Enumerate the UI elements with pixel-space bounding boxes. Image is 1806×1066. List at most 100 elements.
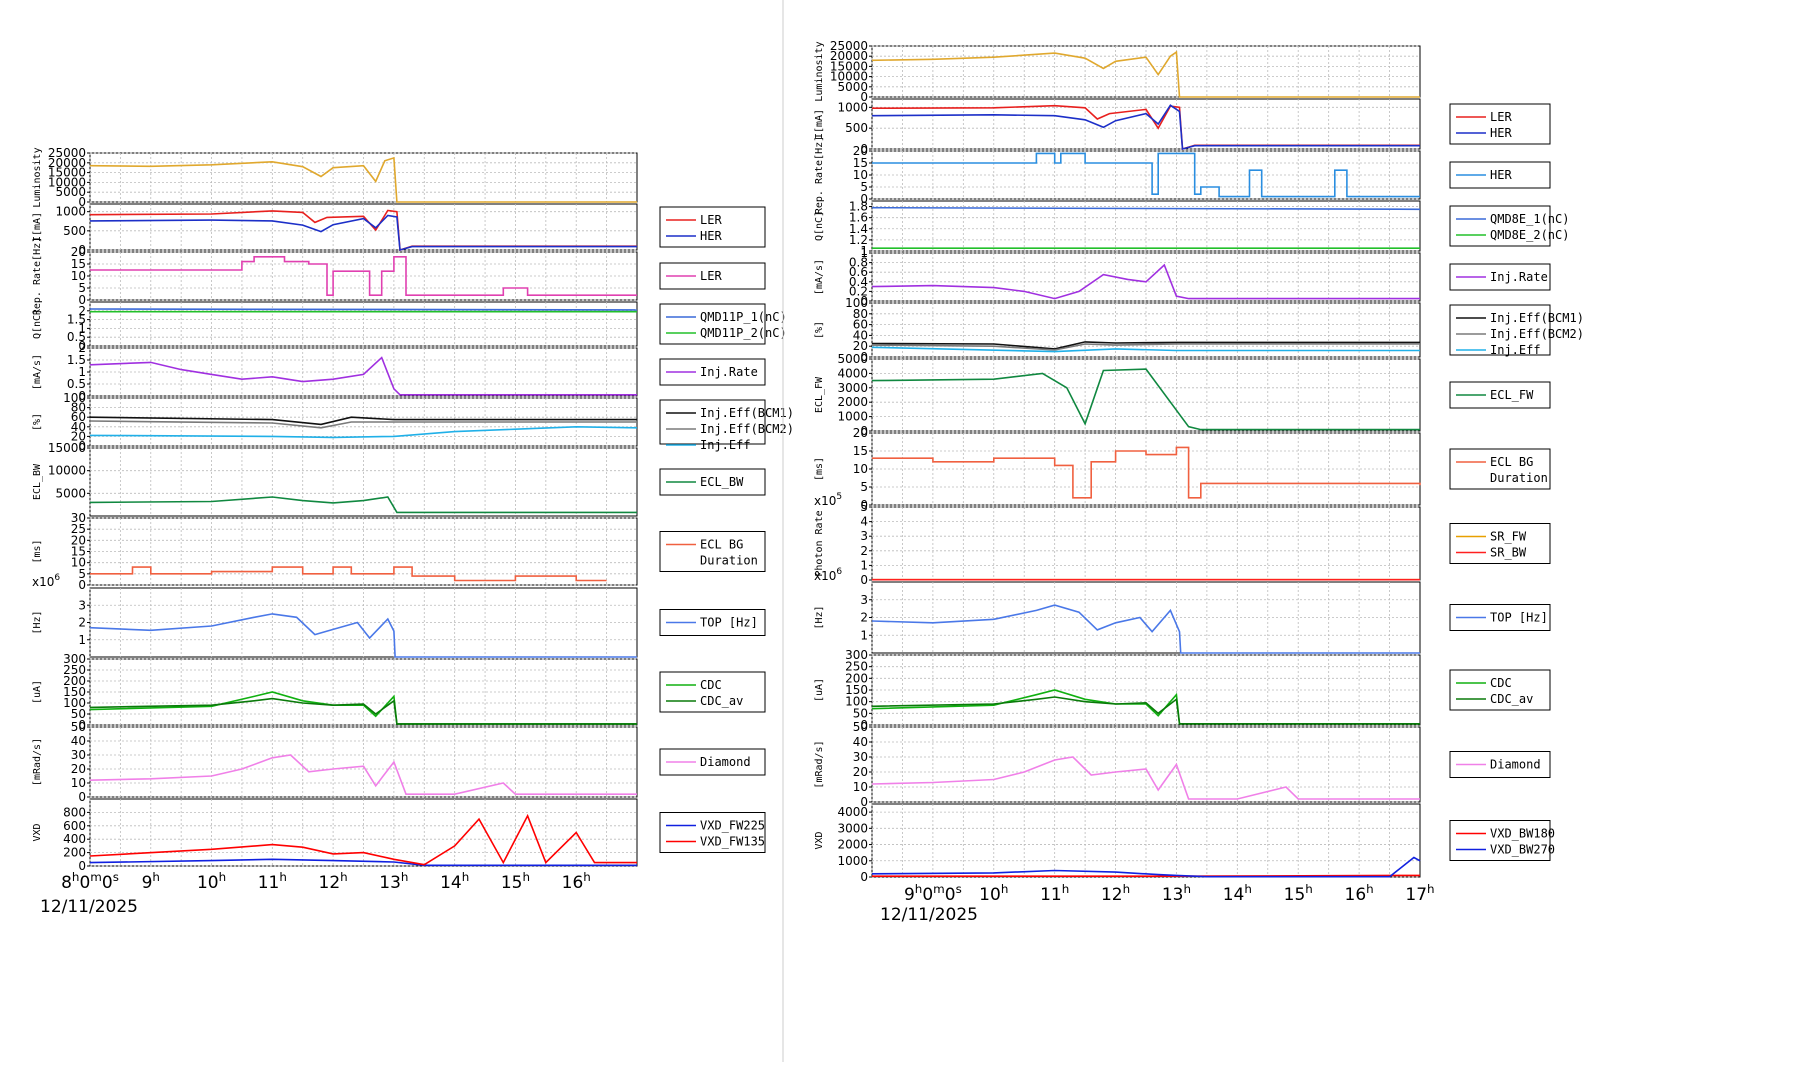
y-axis-label: [%] — [32, 413, 43, 431]
legend-label: LER — [700, 269, 722, 283]
y-tick-label: 400 — [63, 832, 86, 846]
legend-label: LER — [1490, 110, 1512, 124]
y-tick-label: 500 — [845, 121, 868, 135]
y-tick-label: 200 — [63, 846, 86, 860]
y-exponent-label: x105 — [814, 492, 842, 508]
time-tick-label: 15h — [501, 870, 530, 893]
legend-label: Inj.Eff(BCM2) — [1490, 327, 1584, 341]
time-tick-part: 14 — [440, 873, 462, 893]
legend-label: Inj.Eff — [1490, 343, 1541, 357]
y-tick-label: 5 — [78, 281, 86, 295]
time-tick-part: 8 — [61, 873, 72, 893]
legend-label: ECL_FW — [1490, 388, 1534, 402]
time-tick-label: 16h — [562, 870, 591, 893]
y-tick-label: 250 — [845, 660, 868, 674]
legend-cur: LER HER — [659, 206, 766, 248]
legend-inj: Inj.Rate — [1449, 263, 1551, 291]
time-tick-part: h — [279, 870, 287, 884]
y-axis-label: I[mA] — [814, 109, 825, 139]
y-tick-label: 0 — [78, 718, 86, 732]
legend-label: CDC — [1490, 676, 1512, 690]
y-tick-label: 1 — [78, 633, 86, 647]
legend-dia: Diamond — [659, 748, 766, 776]
legend-ecl: ECL_BW — [659, 468, 766, 496]
legend-label: VXD_FW135 — [700, 835, 765, 849]
y-tick-label: 20 — [71, 533, 86, 547]
y-tick-label: 15 — [853, 156, 868, 170]
time-tick-label: 13h — [1162, 882, 1191, 905]
legend-label: HER — [700, 229, 722, 243]
legend-eff: Inj.Eff(BCM1) Inj.Eff(BCM2) Inj.Eff — [659, 399, 794, 452]
y-tick-label: 0 — [78, 790, 86, 804]
time-tick-part: h — [1427, 882, 1435, 896]
y-tick-label: 1.5 — [67, 313, 86, 327]
legend-label: VXD_BW180 — [1490, 827, 1555, 841]
series-her — [872, 152, 1420, 198]
y-tick-label: 5000 — [837, 80, 868, 94]
y-tick-label: 15 — [71, 545, 86, 559]
y-tick-label: 300 — [63, 652, 86, 666]
series-vxd-bw270 — [871, 856, 1421, 878]
y-tick-label: 10 — [853, 462, 868, 476]
y-tick-label: 80 — [853, 307, 868, 321]
legend-top: TOP [Hz] — [659, 609, 766, 636]
series-diamond — [871, 756, 1420, 800]
y-tick-label: 1.6 — [849, 211, 868, 225]
time-tick-part: 16 — [1345, 885, 1367, 905]
y-tick-label: 3 — [860, 529, 868, 543]
legend-label: QMD11P_2(nC) — [700, 326, 787, 340]
time-tick-part: 12 — [1101, 885, 1123, 905]
legend-rep: LER — [659, 262, 766, 290]
y-axis-label: Luminosity — [814, 41, 825, 101]
legend-label: CDC_av — [1490, 692, 1533, 706]
y-tick-label: 2000 — [837, 838, 868, 852]
series-her — [871, 104, 1420, 151]
legend-label: HER — [1490, 168, 1512, 182]
y-axis-label: Photon Rate — [814, 510, 825, 576]
y-tick-label: 0.8 — [849, 256, 868, 270]
series-inj-rate — [89, 356, 637, 396]
time-tick-part: h — [1305, 882, 1313, 896]
y-tick-label: 15000 — [48, 441, 86, 455]
y-tick-label: 500 — [63, 224, 86, 238]
time-tick-part: h — [219, 870, 227, 884]
series-inj-eff-bcm2- — [89, 420, 637, 429]
y-tick-label: 10000 — [48, 175, 86, 189]
y-tick-label: 5 — [78, 567, 86, 581]
legend-label: VXD_BW270 — [1490, 843, 1555, 857]
y-tick-label: 1000 — [55, 205, 86, 219]
series-vxd-fw135 — [89, 813, 637, 866]
panel-inj: 00.511.52[mA/s] Inj.Rate — [32, 341, 766, 403]
y-tick-label: 3000 — [837, 821, 868, 835]
y-tick-label: 1 — [78, 365, 86, 379]
y-axis-label: [ms] — [32, 539, 43, 563]
time-tick-label: 11h — [258, 870, 287, 893]
series-ecl-fw — [871, 368, 1420, 431]
series-ecl-bw — [89, 496, 637, 514]
legend-label: Diamond — [700, 755, 751, 769]
legend-label: QMD8E_2(nC) — [1490, 228, 1569, 242]
series-luminosity — [871, 50, 1420, 98]
y-tick-label: 0 — [860, 90, 868, 104]
y-tick-label: 0 — [78, 339, 86, 353]
y-tick-label: 300 — [845, 648, 868, 662]
y-tick-label: 20 — [71, 245, 86, 259]
chart-figure-1: 0500010000150002000025000Luminosity05001… — [32, 146, 794, 917]
y-tick-label: 30 — [853, 750, 868, 764]
y-tick-label: 80 — [71, 401, 86, 415]
y-tick-label: 20 — [853, 765, 868, 779]
time-tick-label: 9h0m0s — [904, 882, 962, 905]
legend-label: SR_BW — [1490, 546, 1527, 560]
legend-label: QMD11P_1(nC) — [700, 310, 787, 324]
y-axis-label: [ms] — [814, 457, 825, 481]
y-tick-label: 1.4 — [849, 222, 868, 236]
legend-label: Duration — [1490, 471, 1548, 485]
y-tick-label: 40 — [71, 734, 86, 748]
y-tick-label: 1 — [860, 246, 868, 260]
y-tick-label: 15 — [71, 257, 86, 271]
legend-vxd: VXD_FW225 VXD_FW135 — [659, 812, 766, 853]
series-diamond — [89, 754, 637, 795]
